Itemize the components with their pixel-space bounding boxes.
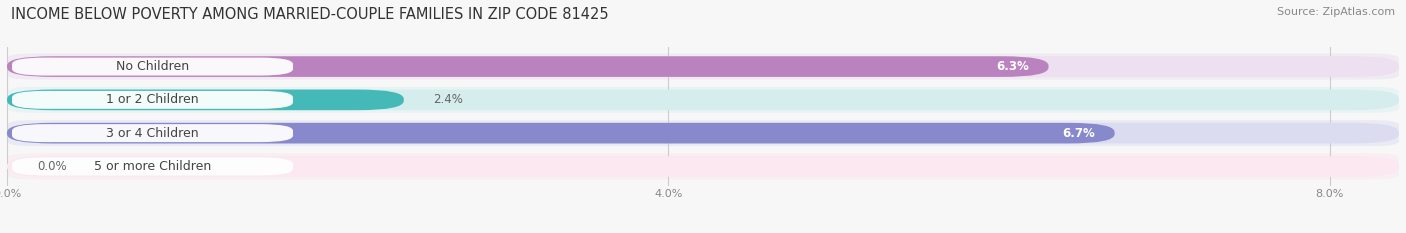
Text: Source: ZipAtlas.com: Source: ZipAtlas.com [1277, 7, 1395, 17]
Text: 6.3%: 6.3% [995, 60, 1029, 73]
Text: 6.7%: 6.7% [1062, 127, 1095, 140]
FancyBboxPatch shape [7, 154, 1399, 179]
Text: No Children: No Children [115, 60, 188, 73]
FancyBboxPatch shape [7, 54, 1399, 79]
FancyBboxPatch shape [13, 58, 292, 75]
Text: INCOME BELOW POVERTY AMONG MARRIED-COUPLE FAMILIES IN ZIP CODE 81425: INCOME BELOW POVERTY AMONG MARRIED-COUPL… [11, 7, 609, 22]
FancyBboxPatch shape [13, 124, 292, 142]
FancyBboxPatch shape [13, 91, 292, 109]
FancyBboxPatch shape [13, 158, 292, 175]
Text: 5 or more Children: 5 or more Children [94, 160, 211, 173]
FancyBboxPatch shape [7, 156, 1399, 177]
Text: 0.0%: 0.0% [37, 160, 66, 173]
FancyBboxPatch shape [7, 120, 1399, 146]
Text: 2.4%: 2.4% [433, 93, 464, 106]
Text: 1 or 2 Children: 1 or 2 Children [107, 93, 198, 106]
FancyBboxPatch shape [7, 123, 1115, 144]
FancyBboxPatch shape [7, 123, 1399, 144]
Text: 3 or 4 Children: 3 or 4 Children [107, 127, 198, 140]
FancyBboxPatch shape [7, 87, 1399, 113]
FancyBboxPatch shape [7, 89, 404, 110]
FancyBboxPatch shape [7, 89, 1399, 110]
FancyBboxPatch shape [7, 56, 1049, 77]
FancyBboxPatch shape [7, 56, 1399, 77]
